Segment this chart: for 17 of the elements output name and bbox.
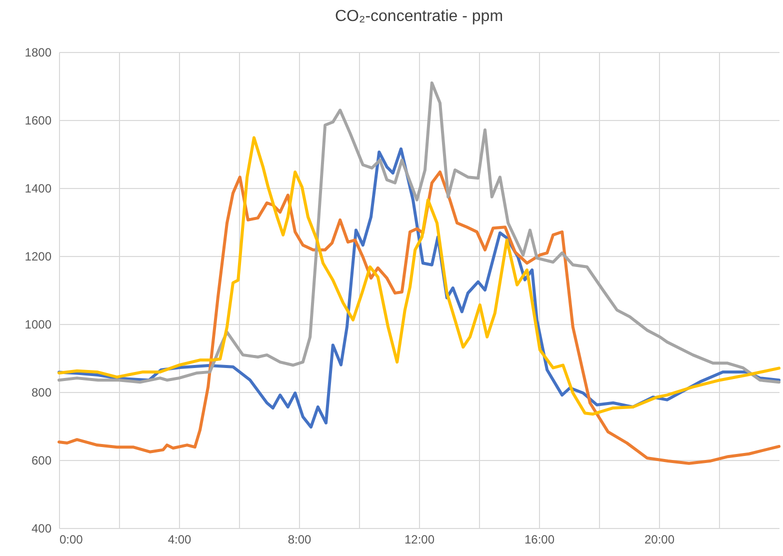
y-tick-label: 400 [31, 522, 52, 536]
x-tick-label: 16:00 [524, 532, 555, 546]
line-series [58, 170, 780, 465]
x-tick-label: 0:00 [60, 532, 84, 546]
y-tick-label: 1800 [24, 46, 52, 60]
y-tick-label: 1400 [24, 182, 52, 196]
x-tick-label: 12:00 [404, 532, 435, 546]
x-tick-label: 4:00 [168, 532, 192, 546]
y-tick-label: 800 [31, 386, 52, 400]
y-tick-label: 1600 [24, 114, 52, 128]
y-tick-label: 1200 [24, 250, 52, 264]
y-tick-label: 1000 [24, 318, 52, 332]
chart-title: CO₂-concentratie - ppm [334, 8, 504, 25]
x-tick-label: 20:00 [644, 532, 675, 546]
x-tick-label: 8:00 [288, 532, 312, 546]
y-tick-label: 600 [31, 454, 52, 468]
line-series [58, 81, 780, 384]
